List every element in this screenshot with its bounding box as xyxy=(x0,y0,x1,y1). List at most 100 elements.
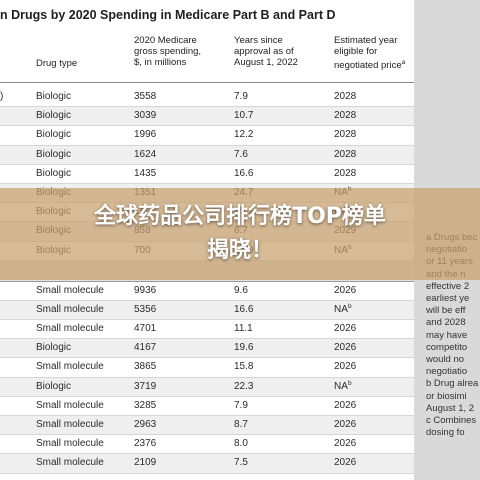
table-body: ) Biologic 3558 7.9 2028 Biologic 3039 10.7 2028… xyxy=(0,88,414,474)
years-cell: 7.9 xyxy=(234,91,248,102)
table-row: Small molecule 2376 8.0 2026 xyxy=(0,435,414,455)
drug-type-cell: Biologic xyxy=(36,167,72,179)
estimated-year-cell: 2026 xyxy=(334,342,357,354)
spending-cell: 4701 xyxy=(134,323,157,335)
drug-type-cell: Small molecule xyxy=(36,284,104,296)
estimated-year-cell: 2026 xyxy=(334,419,357,430)
footnote-marker: b xyxy=(348,379,352,387)
table-row: Biologic 3039 10.7 2028 xyxy=(0,107,414,127)
spending-cell: 1624 xyxy=(134,148,157,160)
header-spending: 2020 Medicare gross spending, $, in mill… xyxy=(134,35,224,68)
header-spending-line: gross spending, xyxy=(134,46,202,57)
drug-type-cell: Biologic xyxy=(36,380,72,392)
table-row: Small molecule 3865 15.8 2026 xyxy=(0,358,414,378)
footnote-line: August 1, 2 xyxy=(426,402,475,414)
header-estimated-line: Estimated year xyxy=(334,35,398,46)
estimated-year-cell: 2028 xyxy=(334,91,357,102)
banner-line-1: 全球药品公司排行榜TOP榜单 xyxy=(94,204,386,229)
header-estimated: Estimated year eligible for negotiated p… xyxy=(334,35,414,71)
header-estimated-text: negotiated price xyxy=(334,60,402,72)
row-lead-cell: ) xyxy=(0,91,4,102)
table-title: n Drugs by 2020 Spending in Medicare Par… xyxy=(0,8,336,22)
estimated-year-cell: NA xyxy=(334,303,348,315)
header-years: Years since approval as of August 1, 202… xyxy=(234,35,329,68)
drug-type-cell: Biologic xyxy=(36,148,72,160)
header-estimated-sup: a xyxy=(401,59,406,66)
years-cell: 8.7 xyxy=(234,419,248,430)
years-cell: 9.6 xyxy=(234,284,248,296)
table-row: Biologic 1996 12.2 2028 xyxy=(0,126,414,146)
footnote-line: negotiatio xyxy=(426,366,468,378)
spending-cell: 3865 xyxy=(134,361,157,373)
drug-type-cell: Small molecule xyxy=(36,457,104,469)
table-row: Small molecule 4701 11.1 2026 xyxy=(0,320,414,340)
years-cell: 10.7 xyxy=(234,110,254,122)
drug-type-cell: Small molecule xyxy=(36,419,104,430)
spending-cell: 3719 xyxy=(134,380,157,392)
years-cell: 16.6 xyxy=(234,167,254,179)
footnote-line: would no xyxy=(426,354,465,366)
drug-type-cell: Small molecule xyxy=(36,399,104,411)
estimated-year-cell: 2028 xyxy=(334,129,357,141)
spending-cell: 9936 xyxy=(134,284,157,296)
footnote-line: dosing fo xyxy=(426,427,465,439)
spending-cell: 5356 xyxy=(134,303,157,315)
header-years-line: August 1, 2022 xyxy=(234,57,298,68)
drug-type-cell: Small molecule xyxy=(36,303,104,315)
table-title-bar: n Drugs by 2020 Spending in Medicare Par… xyxy=(0,0,414,32)
table-row: Small molecule 5356 16.6 NA b xyxy=(0,300,414,321)
spending-cell: 2376 xyxy=(134,438,157,450)
estimated-year-cell: 2026 xyxy=(334,438,357,450)
footnote-line: b Drug alrea xyxy=(426,378,479,390)
spending-cell: 1996 xyxy=(134,129,157,141)
header-drug-type: Drug type xyxy=(36,58,78,69)
estimated-year-cell: 2026 xyxy=(334,323,357,335)
drug-type-cell: Biologic xyxy=(36,342,72,354)
estimated-year-cell: 2026 xyxy=(334,399,357,411)
drug-type-cell: Biologic xyxy=(36,129,72,141)
years-cell: 22.3 xyxy=(234,380,254,392)
years-cell: 19.6 xyxy=(234,342,254,354)
table-row: Biologic 1624 7.6 2028 xyxy=(0,145,414,165)
footnote-line: will be eff xyxy=(426,305,466,317)
years-cell: 12.2 xyxy=(234,129,254,141)
header-spending-line: 2020 Medicare xyxy=(134,35,197,46)
years-cell: 7.9 xyxy=(234,399,248,411)
estimated-year-cell: 2026 xyxy=(334,361,357,373)
drug-type-cell: Biologic xyxy=(36,110,72,122)
footnote-line: may have xyxy=(426,329,468,341)
table-row: Biologic 4167 19.6 2026 xyxy=(0,339,414,359)
footnote-line: c Combines xyxy=(426,415,477,427)
spending-cell: 2109 xyxy=(134,457,157,469)
spending-cell: 3039 xyxy=(134,110,157,122)
footnote-line: effective 2 xyxy=(426,280,470,292)
spending-cell: 3558 xyxy=(134,91,157,102)
footnote-line: and 2028 xyxy=(426,317,466,329)
estimated-year-cell: 2026 xyxy=(334,284,357,296)
drug-type-cell: Small molecule xyxy=(36,361,104,373)
estimated-year-cell: 2028 xyxy=(334,148,357,160)
years-cell: 8.0 xyxy=(234,438,248,450)
estimated-year-cell: 2028 xyxy=(334,167,357,179)
footnote-line: earliest ye xyxy=(426,293,470,305)
spending-cell: 3285 xyxy=(134,399,157,411)
table-row: ) Biologic 3558 7.9 2028 xyxy=(0,88,414,108)
footnote-marker: b xyxy=(348,302,352,310)
years-cell: 15.8 xyxy=(234,361,254,373)
footnote-line: or biosimi xyxy=(426,390,467,402)
spending-cell: 4167 xyxy=(134,342,157,354)
drug-type-cell: Small molecule xyxy=(36,438,104,450)
years-cell: 7.6 xyxy=(234,148,248,160)
table-row: Small molecule 9936 9.6 2026 xyxy=(0,282,414,301)
header-spending-line: $, in millions xyxy=(134,57,187,68)
years-cell: 11.1 xyxy=(234,323,253,335)
table-row: Biologic 3719 22.3 NA b xyxy=(0,377,414,397)
drug-type-cell: Small molecule xyxy=(36,323,104,335)
table-row: Biologic 1435 16.6 2028 xyxy=(0,165,414,184)
estimated-year-cell: NA xyxy=(334,380,348,392)
table-header: Drug type 2020 Medicare gross spending, … xyxy=(0,30,414,83)
years-cell: 16.6 xyxy=(234,303,254,315)
banner-overlay xyxy=(0,188,480,280)
estimated-year-cell: 2026 xyxy=(334,457,357,469)
footnote-line: competito xyxy=(426,341,468,353)
